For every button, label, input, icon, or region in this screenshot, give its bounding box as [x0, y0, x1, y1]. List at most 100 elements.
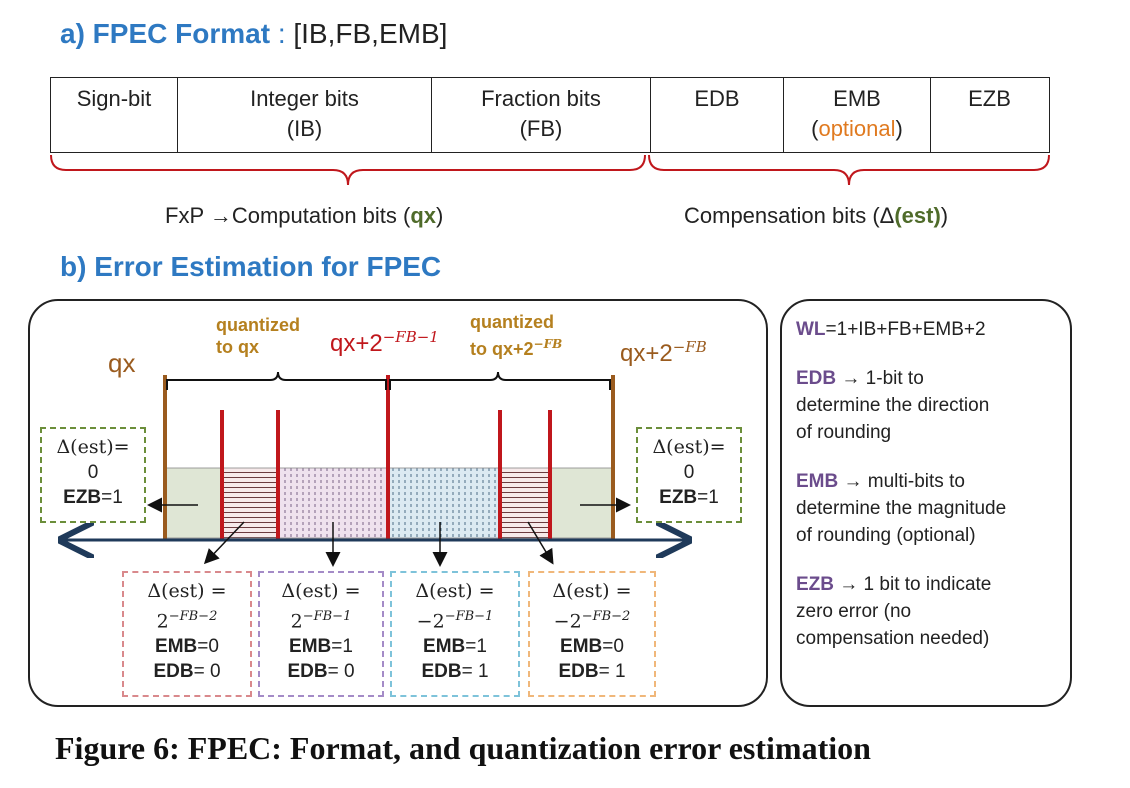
est-b3-edb-name: EDB	[421, 661, 462, 683]
cell-integer-bits: Integer bits (IB)	[178, 78, 432, 152]
quantization-diagram	[0, 371, 780, 567]
table-braces	[50, 154, 1050, 186]
est-b2-edb: EDB= 0	[260, 659, 382, 684]
legend-ezb: EZB → 1 bit to indicate zero error (no c…	[796, 571, 1066, 652]
quantized-next-line1: quantized	[470, 312, 554, 332]
compensation-brace	[648, 154, 1050, 186]
est-b1-exp: −FB−2	[168, 609, 218, 624]
est-box-1: Δ(est) = 2−FB−2 EMB=0 EDB= 0	[122, 571, 252, 697]
legend-wl-name: WL	[796, 319, 826, 340]
est-b2-emb-value: =1	[331, 636, 353, 658]
arrow-to-box-4	[527, 521, 554, 565]
legend-emb-name: EMB	[796, 471, 839, 492]
cell-emb-open: (	[811, 116, 819, 141]
legend-edb-name: EDB	[796, 368, 837, 389]
est-left-line1: Δ(est)=	[56, 436, 130, 458]
est-right-line1: Δ(est)=	[652, 436, 726, 458]
est-right-flag: EZB=1	[638, 485, 740, 510]
est-right-flag-value: =1	[697, 487, 719, 508]
est-b2-exp: −FB−1	[302, 609, 352, 624]
est-b1-edb-value: = 0	[193, 661, 221, 683]
cell-sign-bit: Sign-bit	[51, 78, 178, 152]
legend-emb-text3: of rounding (optional)	[796, 525, 976, 546]
cell-fraction-line1: Fraction bits	[481, 86, 601, 111]
quantized-qx-line2: to qx	[216, 337, 259, 357]
legend-ezb-name: EZB	[796, 574, 834, 595]
est-box-left: Δ(est)= 0 EZB=1	[40, 427, 146, 523]
compensation-est: (est)	[894, 203, 941, 228]
section-a-title: a) FPEC Format : [IB,FB,EMB]	[60, 18, 447, 50]
est-b4-line1: Δ(est) =	[552, 580, 632, 602]
cell-fraction-bits: Fraction bits (FB)	[432, 78, 651, 152]
cell-emb: EMB (optional)	[784, 78, 931, 152]
est-box-2: Δ(est) = 2−FB−1 EMB=1 EDB= 0	[258, 571, 384, 697]
est-b4-value: −2−FB−2	[530, 604, 654, 634]
est-b3-emb-value: =1	[465, 636, 487, 658]
est-b2-edb-value: = 0	[327, 661, 355, 683]
est-box-3: Δ(est) = −2−FB−1 EMB=1 EDB= 1	[390, 571, 520, 697]
section-b-title: b) Error Estimation for FPEC	[60, 251, 442, 282]
error-estimation-panel	[28, 299, 768, 707]
est-b1-emb-value: =0	[197, 636, 219, 658]
quantized-qx-brace	[166, 371, 387, 390]
est-box-right: Δ(est)= 0 EZB=1	[636, 427, 742, 523]
est-b4-exp: −FB−2	[581, 609, 631, 624]
est-b3-line1: Δ(est) =	[415, 580, 495, 602]
est-right-line2: 0	[683, 462, 695, 483]
est-b3-emb-name: EMB	[423, 636, 466, 658]
region-zero-right	[549, 467, 614, 539]
quantized-to-next-label: quantized to qx+2−FB	[470, 311, 562, 360]
est-b2-line1: Δ(est) =	[281, 580, 361, 602]
legend-emb-text2: determine the magnitude	[796, 498, 1007, 519]
figure-caption: Figure 6: FPEC: Format, and quantization…	[55, 730, 871, 766]
est-b2-emb-name: EMB	[289, 636, 332, 658]
legend-panel	[780, 299, 1072, 707]
legend-edb: EDB → 1-bit to determine the direction o…	[796, 365, 1066, 446]
qx-label: qx	[108, 348, 136, 378]
qx-half-label: qx+2−FB−1	[330, 328, 439, 358]
est-left-flag-name: EZB	[63, 487, 102, 508]
computation-prefix: FxP →Computation bits (	[165, 203, 411, 228]
legend-wl: WL=1+IB+FB+EMB+2	[796, 316, 1066, 343]
compensation-bits-label: Compensation bits (Δ(est))	[684, 203, 948, 229]
qx-full-base: qx+2	[620, 340, 673, 367]
region-fb2-negative	[499, 467, 551, 539]
quantized-qx-line1: quantized	[216, 315, 300, 335]
cell-ezb-label: EZB	[968, 86, 1011, 111]
cell-ezb: EZB	[931, 78, 1048, 152]
legend-emb-text1: → multi-bits to	[838, 471, 965, 492]
est-b2-value: 2−FB−1	[260, 604, 382, 634]
est-box-4: Δ(est) = −2−FB−2 EMB=0 EDB= 1	[528, 571, 656, 697]
format-table: Sign-bit Integer bits (IB) Fraction bits…	[50, 77, 1050, 153]
arrow-to-box-1	[203, 521, 245, 565]
cell-integer-line2: (IB)	[286, 116, 323, 141]
region-zero-left	[164, 467, 223, 539]
quantized-next-line2-base: to qx+2	[470, 339, 534, 359]
est-b3-emb: EMB=1	[392, 634, 518, 659]
quantized-next-line2: to qx+2−FB	[470, 333, 562, 360]
est-b3-value: −2−FB−1	[392, 604, 518, 634]
legend-ezb-text3: compensation needed)	[796, 628, 990, 649]
legend-ezb-text2: zero error (no	[796, 601, 912, 622]
est-b4-emb-value: =0	[602, 636, 624, 658]
est-b1-edb-name: EDB	[153, 661, 194, 683]
cell-emb-close: )	[895, 116, 903, 141]
legend-edb-text3: of rounding	[796, 422, 892, 443]
section-a-format: [IB,FB,EMB]	[293, 18, 448, 49]
est-b3-exp: −FB−1	[444, 609, 494, 624]
region-fb2-positive	[221, 467, 279, 539]
legend-edb-text2: determine the direction	[796, 395, 990, 416]
est-b3-edb: EDB= 1	[392, 659, 518, 684]
est-right-flag-name: EZB	[659, 487, 698, 508]
est-b3-base: −2	[416, 610, 445, 633]
est-b2-emb: EMB=1	[260, 634, 382, 659]
computation-qx: qx	[410, 203, 437, 228]
est-b2-edb-name: EDB	[287, 661, 328, 683]
qx-half-exp: −FB−1	[382, 328, 439, 346]
qx-full-exp: −FB	[672, 338, 707, 356]
est-b4-edb: EDB= 1	[530, 659, 654, 684]
compensation-prefix: Compensation bits (Δ	[684, 203, 895, 228]
legend-ezb-text1: → 1 bit to indicate	[834, 574, 992, 595]
est-b1-emb: EMB=0	[124, 634, 250, 659]
quantized-next-line2-exp: −FB	[533, 337, 563, 351]
